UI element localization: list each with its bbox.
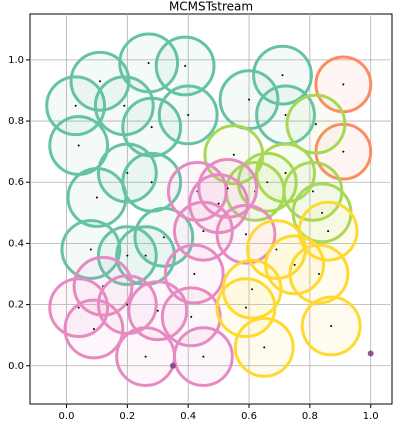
chart-title: MCMSTstream	[169, 0, 253, 14]
cluster-center	[327, 230, 330, 233]
cluster-center	[330, 325, 333, 327]
cluster-center	[190, 315, 193, 318]
cluster-center	[284, 113, 287, 116]
x-tick-label: 1.0	[363, 411, 379, 422]
x-tick-label: 0.0	[59, 411, 75, 422]
cluster-center	[144, 355, 147, 358]
cluster-center	[193, 273, 196, 275]
cluster-center	[147, 61, 150, 64]
cluster-center	[217, 202, 220, 205]
cluster-center	[293, 263, 296, 266]
cluster-center	[150, 126, 153, 129]
cluster-center	[202, 230, 205, 233]
cluster-center	[162, 236, 165, 239]
cluster-center	[144, 254, 147, 257]
cluster-center	[74, 104, 77, 107]
cluster-center	[321, 211, 324, 214]
cluster-center	[126, 172, 129, 175]
cluster-center	[187, 113, 190, 116]
point	[169, 362, 176, 369]
cluster-center	[89, 248, 92, 251]
cluster-center	[156, 309, 159, 312]
cluster-center	[342, 83, 345, 86]
cluster-center	[232, 153, 235, 156]
cluster-center	[184, 65, 187, 67]
cluster-center	[248, 98, 251, 101]
x-tick-label: 0.8	[302, 411, 318, 422]
cluster-center	[284, 172, 287, 175]
cluster-center	[266, 181, 269, 184]
cluster-center	[244, 306, 247, 309]
point	[367, 350, 374, 357]
y-tick-label: 0.4	[8, 238, 24, 249]
y-tick-label: 0.2	[8, 300, 24, 311]
cluster-center	[251, 288, 254, 291]
cluster-center	[275, 248, 278, 251]
cluster-center	[77, 144, 80, 147]
cluster-center	[123, 104, 126, 107]
y-tick-label: 0.6	[8, 177, 24, 188]
cluster-center	[311, 190, 314, 193]
cluster-center	[226, 187, 229, 190]
y-tick-label: 0.0	[8, 361, 24, 372]
x-tick-label: 0.6	[241, 411, 257, 422]
y-tick-label: 1.0	[8, 55, 24, 66]
cluster-center	[202, 355, 205, 358]
cluster-center	[244, 233, 247, 236]
cluster-center	[95, 196, 98, 199]
cluster-center	[317, 273, 320, 275]
cluster-center	[263, 346, 266, 349]
x-tick-label: 0.2	[119, 411, 135, 422]
plot-frame	[29, 13, 393, 405]
cluster-center	[150, 181, 153, 184]
cluster-center	[281, 74, 284, 77]
cluster-center	[342, 150, 345, 153]
cluster-center	[98, 80, 101, 83]
cluster-center	[126, 254, 129, 257]
cluster-center	[77, 306, 80, 309]
cluster-center	[314, 123, 317, 126]
cluster-center	[126, 303, 129, 306]
cluster-center	[92, 328, 95, 331]
x-tick-label: 0.4	[180, 411, 196, 422]
y-tick-label: 0.8	[8, 116, 24, 127]
